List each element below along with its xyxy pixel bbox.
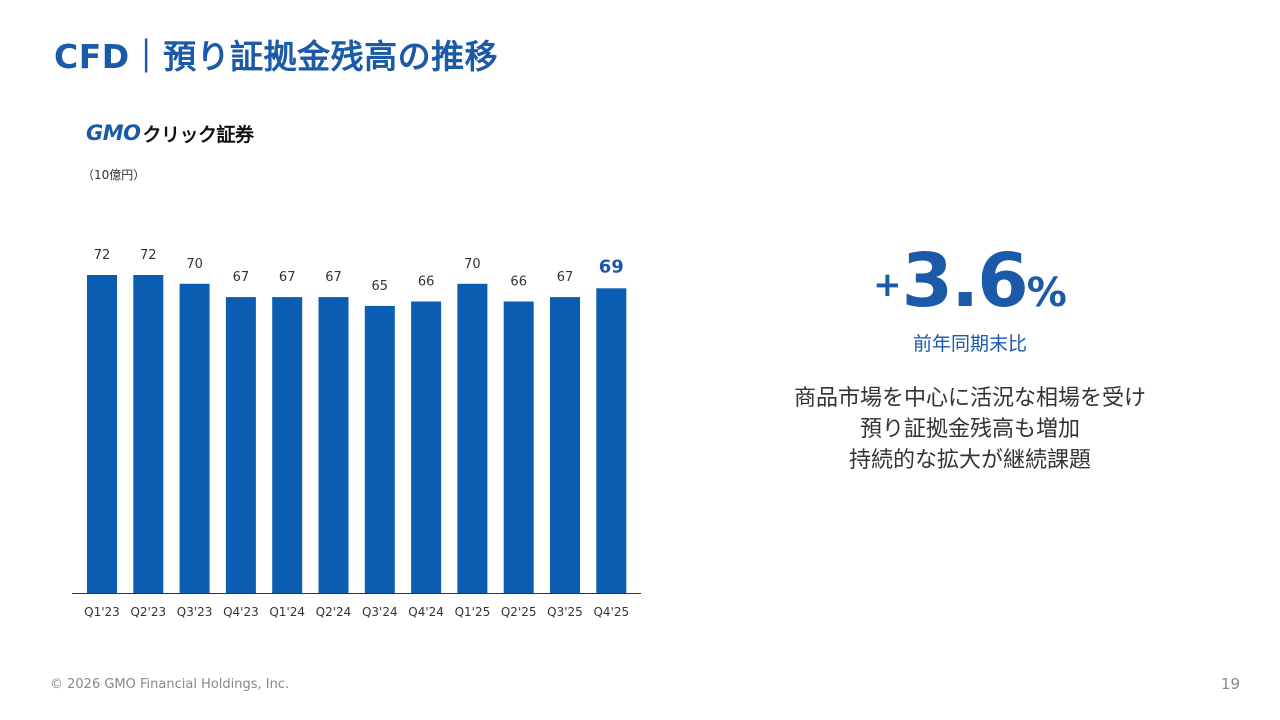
bar-Q3'23	[179, 283, 210, 593]
value-label-Q4'23: 67	[233, 270, 250, 285]
category-label-Q3'24: Q3'24	[362, 605, 398, 619]
value-label-Q1'23: 72	[94, 248, 111, 263]
page-number: 19	[1220, 675, 1240, 693]
description-line-3: 持続的な拡大が継続課題	[848, 448, 1091, 473]
kpi-sign: +	[873, 265, 902, 305]
value-label-Q4'25: 69	[599, 256, 624, 277]
category-labels-group: Q1'23 Q2'23 Q3'23 Q4'23 Q1'24 Q2'24 Q3'24 Q4'24…	[84, 605, 629, 619]
logo-gmo-text: GMO	[86, 121, 141, 145]
bar-Q3'25	[550, 297, 580, 593]
value-label-Q4'24: 66	[418, 275, 435, 290]
value-label-Q2'23: 72	[140, 248, 157, 263]
value-label-Q1'24: 67	[279, 270, 296, 285]
value-label-Q3'25: 67	[557, 270, 574, 285]
value-label-Q1'25: 70	[464, 257, 481, 272]
bar-Q2'25	[503, 301, 534, 593]
bar-Q4'24	[411, 301, 442, 593]
bar-Q4'25	[596, 288, 627, 594]
category-label-Q4'24: Q4'24	[408, 605, 444, 619]
kpi-percent-sign: %	[1026, 270, 1067, 316]
value-label-Q2'25: 66	[510, 275, 527, 290]
value-labels-group: 72 72 70 67 67 67 65 66 70 66 67 69	[94, 248, 624, 294]
category-label-Q1'24: Q1'24	[269, 605, 305, 619]
bar-Q3'24	[364, 305, 395, 593]
kpi-value: 3.6	[901, 238, 1029, 324]
category-label-Q2'23: Q2'23	[130, 605, 166, 619]
value-label-Q3'23: 70	[186, 257, 203, 272]
unit-label: （10億円）	[82, 168, 146, 182]
yoy-growth-kpi: +3.6%	[820, 238, 1120, 324]
bar-Q1'24	[272, 297, 303, 593]
logo-brand-text: クリック証券	[142, 123, 255, 146]
description-text: 商品市場を中心に活況な相場を受け 預り証拠金残高も増加 持続的な拡大が継続課題	[720, 383, 1220, 476]
bar-Q1'25	[457, 283, 488, 593]
value-label-Q2'24: 67	[325, 270, 342, 285]
category-label-Q4'23: Q4'23	[223, 605, 259, 619]
category-label-Q3'23: Q3'23	[177, 605, 213, 619]
category-label-Q1'23: Q1'23	[84, 605, 120, 619]
copyright-footer: © 2026 GMO Financial Holdings, Inc.	[50, 677, 290, 692]
category-label-Q2'24: Q2'24	[316, 605, 352, 619]
company-logo: GMO クリック証券	[86, 119, 254, 147]
category-label-Q1'25: Q1'25	[455, 605, 491, 619]
bar-Q2'24	[318, 297, 349, 593]
value-label-Q3'24: 65	[372, 279, 389, 294]
bar-Q1'23	[87, 275, 117, 593]
category-label-Q4'25: Q4'25	[593, 605, 629, 619]
category-label-Q2'25: Q2'25	[501, 605, 537, 619]
bar-Q4'23	[225, 297, 256, 593]
page-title: CFD｜預り証拠金残高の推移	[54, 37, 499, 76]
bars-group	[87, 275, 627, 594]
description-line-2: 預り証拠金残高も増加	[859, 417, 1080, 442]
description-line-1: 商品市場を中心に活況な相場を受け	[793, 386, 1146, 411]
kpi-label: 前年同期末比	[912, 333, 1027, 355]
category-label-Q3'25: Q3'25	[547, 605, 583, 619]
bar-Q2'23	[133, 275, 164, 593]
